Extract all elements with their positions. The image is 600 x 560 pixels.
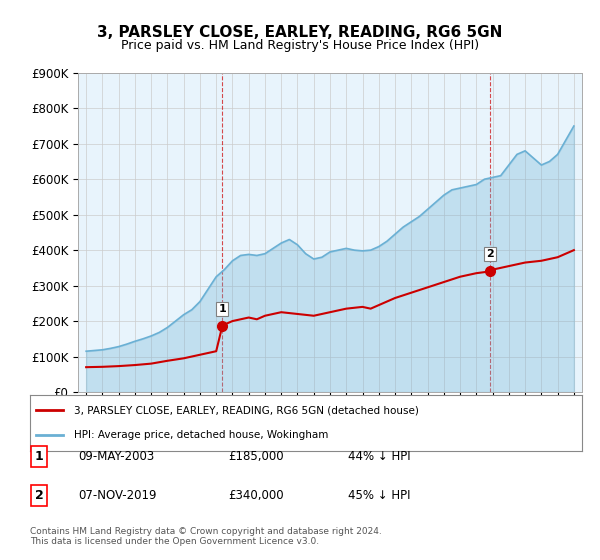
Text: £185,000: £185,000 [228, 450, 284, 463]
Text: 45% ↓ HPI: 45% ↓ HPI [348, 489, 410, 502]
Text: 44% ↓ HPI: 44% ↓ HPI [348, 450, 410, 463]
Text: 3, PARSLEY CLOSE, EARLEY, READING, RG6 5GN (detached house): 3, PARSLEY CLOSE, EARLEY, READING, RG6 5… [74, 405, 419, 416]
Text: Contains HM Land Registry data © Crown copyright and database right 2024.
This d: Contains HM Land Registry data © Crown c… [30, 526, 382, 546]
Text: 1: 1 [35, 450, 43, 463]
Text: 1: 1 [218, 304, 226, 314]
Text: 2: 2 [486, 249, 494, 259]
Text: HPI: Average price, detached house, Wokingham: HPI: Average price, detached house, Woki… [74, 430, 329, 440]
Text: 09-MAY-2003: 09-MAY-2003 [78, 450, 154, 463]
Text: Price paid vs. HM Land Registry's House Price Index (HPI): Price paid vs. HM Land Registry's House … [121, 39, 479, 52]
Text: 07-NOV-2019: 07-NOV-2019 [78, 489, 157, 502]
Text: £340,000: £340,000 [228, 489, 284, 502]
Text: 3, PARSLEY CLOSE, EARLEY, READING, RG6 5GN: 3, PARSLEY CLOSE, EARLEY, READING, RG6 5… [97, 25, 503, 40]
Text: 2: 2 [35, 489, 43, 502]
